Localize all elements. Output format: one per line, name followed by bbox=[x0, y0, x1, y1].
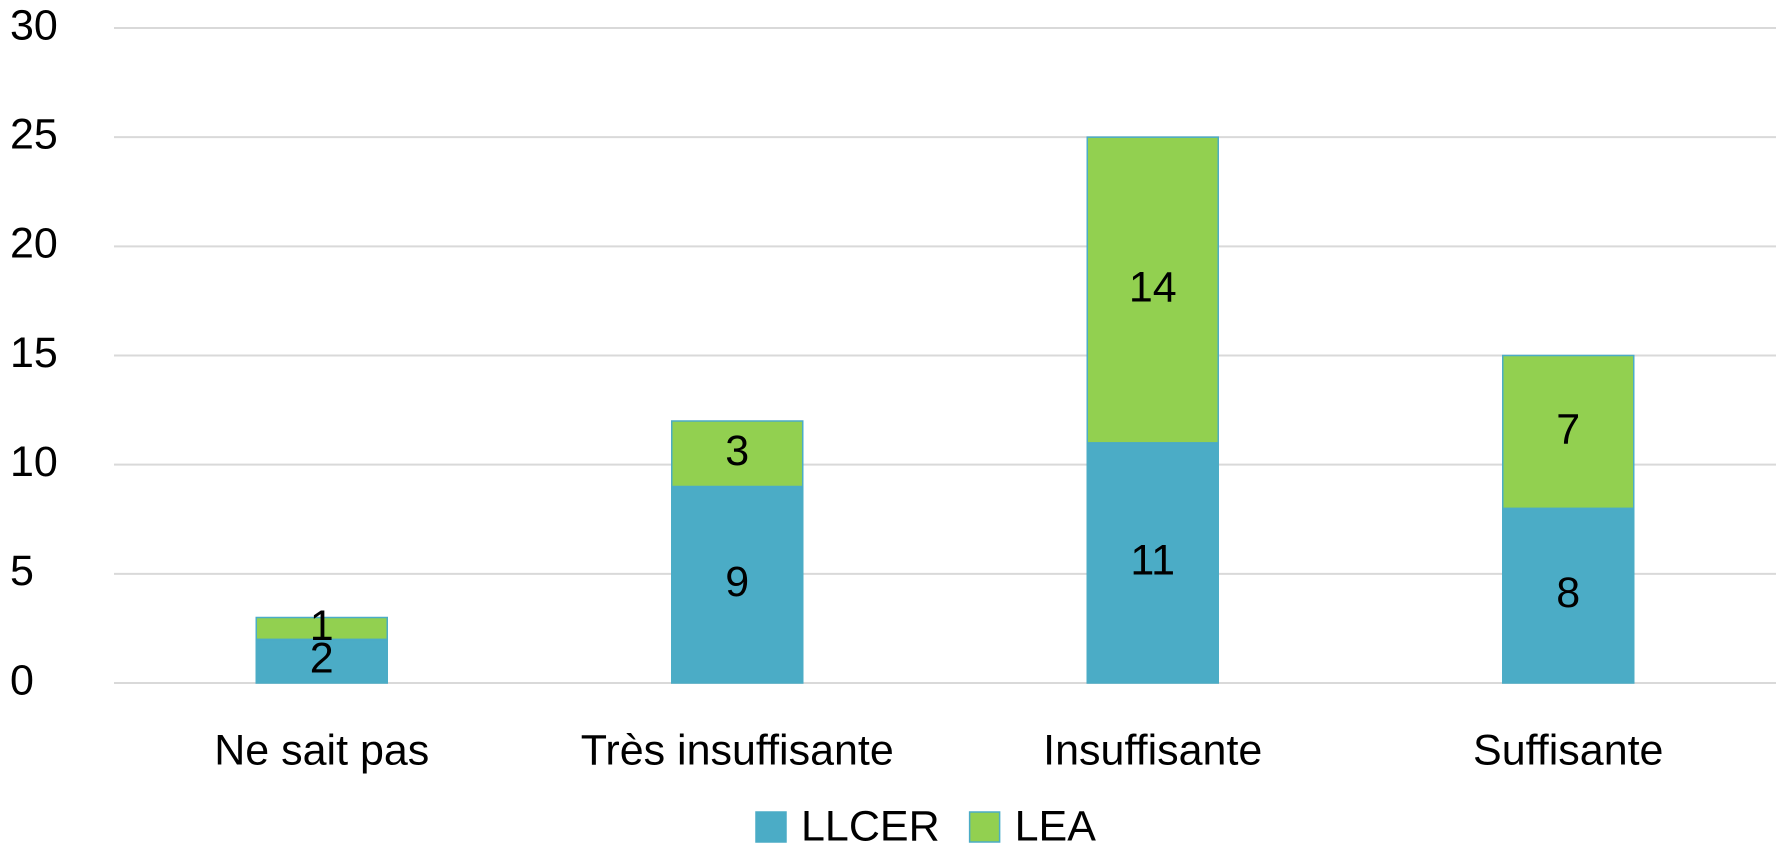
bar-segment bbox=[1086, 442, 1219, 684]
x-tick-label: Très insuffisante bbox=[581, 726, 894, 774]
y-tick-label: 0 bbox=[10, 656, 34, 704]
y-tick-label: 15 bbox=[10, 329, 58, 377]
bar-segment bbox=[671, 420, 804, 488]
data-label: 8 bbox=[1556, 569, 1580, 617]
bar-segment bbox=[255, 638, 388, 684]
bar-segment bbox=[1086, 136, 1219, 444]
x-tick-label: Suffisante bbox=[1473, 726, 1663, 774]
y-tick-label: 30 bbox=[10, 1, 58, 49]
bar-segment bbox=[1502, 507, 1635, 684]
legend-swatch bbox=[755, 811, 787, 843]
bar-segment bbox=[1502, 354, 1635, 510]
legend-swatch bbox=[968, 811, 1001, 843]
y-tick-label: 25 bbox=[10, 111, 58, 159]
x-tick-label: Ne sait pas bbox=[214, 726, 429, 774]
data-label: 3 bbox=[725, 427, 749, 475]
x-tick-label: Insuffisante bbox=[1043, 726, 1262, 774]
bar-segment bbox=[255, 616, 388, 641]
y-tick-label: 20 bbox=[10, 220, 58, 268]
y-tick-label: 10 bbox=[10, 438, 58, 486]
y-tick-label: 5 bbox=[10, 547, 34, 595]
bar-segment bbox=[671, 485, 804, 684]
data-label: 14 bbox=[1129, 263, 1177, 311]
legend-label: LLCER bbox=[801, 802, 940, 847]
data-label: 7 bbox=[1556, 405, 1580, 453]
data-label: 11 bbox=[1130, 536, 1175, 584]
data-label: 1 bbox=[310, 602, 334, 650]
data-label: 9 bbox=[725, 558, 749, 606]
data-label: 2 bbox=[310, 635, 334, 683]
legend-label: LEA bbox=[1015, 802, 1097, 847]
